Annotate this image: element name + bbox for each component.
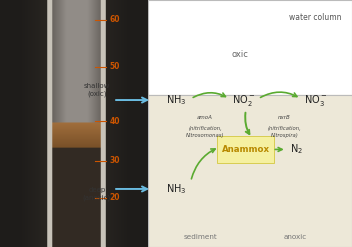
Text: 40: 40 <box>109 117 120 125</box>
Text: (nitrification,: (nitrification, <box>188 126 222 131</box>
Text: oxic: oxic <box>231 50 248 59</box>
Text: amoA: amoA <box>197 115 213 120</box>
Text: 60: 60 <box>109 15 120 24</box>
Text: Anammox: Anammox <box>222 145 270 154</box>
Text: $\mathrm{N_2}$: $\mathrm{N_2}$ <box>290 143 303 156</box>
FancyBboxPatch shape <box>217 136 275 163</box>
Text: $\mathrm{NH_3}$: $\mathrm{NH_3}$ <box>166 93 187 107</box>
Bar <box>148 95 352 247</box>
Text: 30: 30 <box>109 156 120 165</box>
Text: $\mathrm{NH_3}$: $\mathrm{NH_3}$ <box>166 182 187 196</box>
Text: (nitrification,: (nitrification, <box>268 126 302 131</box>
Text: sediment: sediment <box>184 234 218 240</box>
Bar <box>148 0 352 95</box>
Text: Nitrosomonas): Nitrosomonas) <box>186 133 224 138</box>
Text: shallow
(oxic): shallow (oxic) <box>84 83 110 97</box>
Text: nxrB: nxrB <box>278 115 291 120</box>
Text: water column: water column <box>289 13 341 22</box>
Text: anoxic: anoxic <box>283 234 307 240</box>
Text: $\mathrm{NO_2^-}$: $\mathrm{NO_2^-}$ <box>232 93 256 107</box>
Text: Nitrospira): Nitrospira) <box>271 133 298 138</box>
Text: 50: 50 <box>109 62 120 71</box>
Text: 20: 20 <box>109 193 120 202</box>
Text: $\mathrm{NO_3^-}$: $\mathrm{NO_3^-}$ <box>303 93 327 107</box>
Text: deep
(anoxic): deep (anoxic) <box>83 187 111 201</box>
